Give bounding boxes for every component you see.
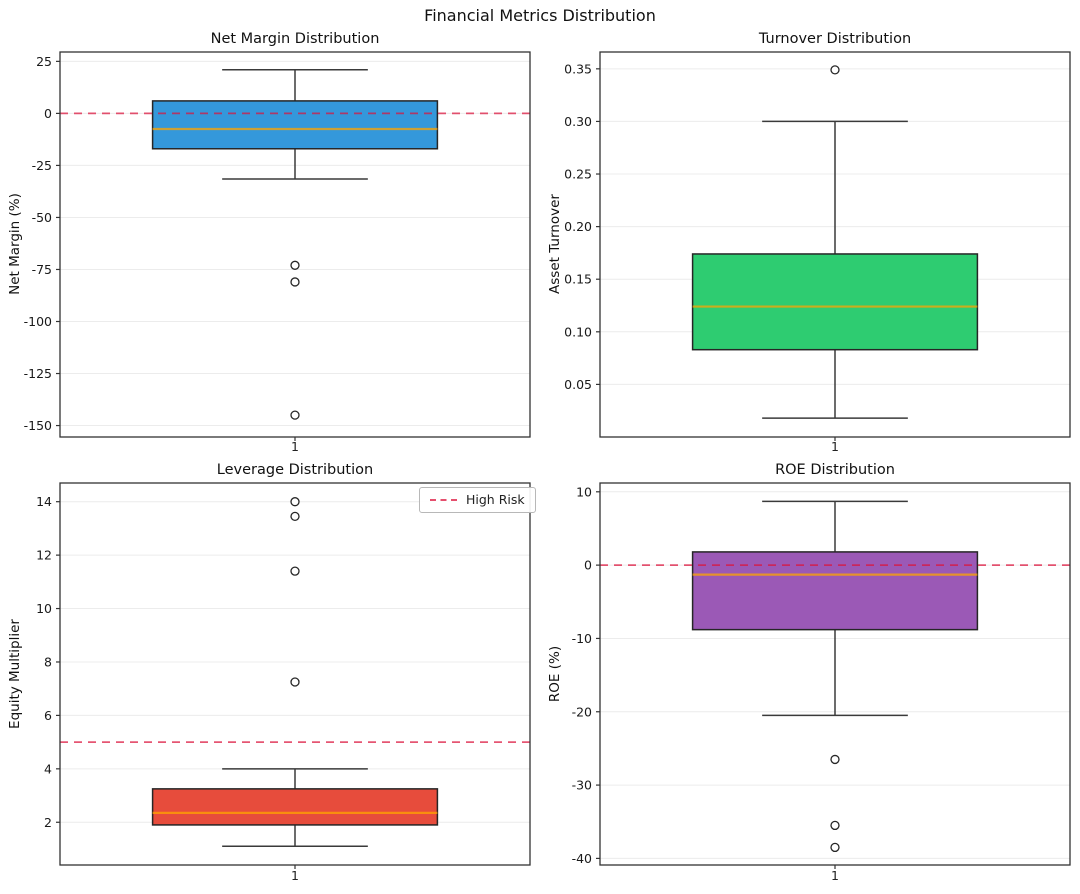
subplot-title-roe: ROE Distribution: [775, 462, 895, 478]
iqr-box: [151, 788, 439, 826]
subplot-leverage: 14 12 10 8 6 4 2 Leverage Distribution Equity …: [0, 447, 540, 894]
outlier-point: [290, 410, 300, 420]
y-tick-label: 0.25: [564, 167, 592, 182]
boxplot-svg: 10 0 -10 -20 -30 -40: [572, 482, 1071, 869]
boxplot-roe-canvas: 10 0 -10 -20 -30 -40: [540, 447, 1080, 894]
boxplot-turnover-canvas: 0.35 0.30 0.25 0.20 0.15 0.10 0.05: [540, 0, 1080, 447]
figure-title: Financial Metrics Distribution: [424, 6, 656, 25]
subplot-title-net-margin: Net Margin Distribution: [210, 31, 380, 47]
y-tick-label: 0.30: [564, 114, 592, 129]
boxplot-net-margin-canvas: 25 0 -25 -50 -75 -100 -125 -150: [0, 0, 540, 447]
y-tick-label: -40: [572, 851, 592, 866]
y-tick-label: 4: [44, 761, 52, 776]
iqr-box: [691, 253, 979, 351]
legend-label: High Risk: [466, 492, 525, 507]
dashed-line-legend-swatch: [430, 498, 457, 501]
y-tick-label: 0.15: [564, 272, 592, 287]
subplot-title-turnover: Turnover Distribution: [758, 31, 912, 47]
y-tick-label: 0: [584, 558, 592, 573]
y-tick-label: -25: [32, 158, 52, 173]
iqr-box: [151, 100, 439, 150]
y-tick-label: 0: [44, 106, 52, 121]
subplot-roe: 10 0 -10 -20 -30 -40 ROE Distribution ROE (%)…: [540, 447, 1080, 894]
outlier-point: [830, 754, 840, 765]
boxplot-leverage-canvas: 14 12 10 8 6 4 2: [0, 447, 540, 894]
outlier-point: [290, 497, 300, 507]
boxplot-svg: 25 0 -25 -50 -75 -100 -125 -150: [24, 51, 531, 441]
subplot-turnover: 0.35 0.30 0.25 0.20 0.15 0.10 0.05 Turnover Di…: [540, 0, 1080, 454]
y-tick-label: 6: [44, 708, 52, 723]
y-axis-label-leverage: Equity Multiplier: [7, 619, 23, 729]
y-tick-label: 0.20: [564, 219, 592, 234]
y-tick-label: 0.05: [564, 377, 592, 392]
y-tick-label: -30: [572, 778, 592, 793]
y-tick-label: -10: [572, 631, 592, 646]
subplot-title-leverage: Leverage Distribution: [216, 462, 374, 478]
outlier-point: [830, 65, 840, 75]
x-tick-label: 1: [831, 439, 839, 454]
x-tick-label: 1: [291, 439, 299, 454]
y-tick-label: -150: [24, 418, 52, 433]
x-tick-label: 1: [291, 868, 299, 883]
y-tick-label: 12: [36, 548, 52, 563]
boxplot-svg: 0.35 0.30 0.25 0.20 0.15 0.10 0.05: [564, 51, 1071, 441]
y-tick-label: -20: [572, 704, 592, 719]
y-tick-label: -100: [24, 314, 52, 329]
y-tick-label: 14: [36, 494, 52, 509]
boxplot-svg: 14 12 10 8 6 4 2: [36, 482, 531, 869]
outlier-point: [290, 677, 300, 687]
subplot-net-margin: 25 0 -25 -50 -75 -100 -125 -150 Net Margin Dist…: [0, 0, 540, 454]
y-tick-label: -125: [24, 366, 52, 381]
outlier-point: [290, 566, 300, 576]
y-tick-label: -75: [32, 262, 52, 277]
iqr-box: [691, 551, 979, 631]
y-tick-label: 0.10: [564, 324, 592, 339]
y-axis-label-turnover: Asset Turnover: [547, 194, 563, 294]
y-tick-label: 10: [36, 601, 52, 616]
y-tick-label: 8: [44, 654, 52, 669]
outlier-point: [290, 511, 300, 522]
outlier-point: [290, 260, 300, 270]
legend-high-risk: High Risk: [419, 487, 536, 513]
x-tick-label: 1: [831, 868, 839, 883]
y-tick-label: 2: [44, 815, 52, 830]
outlier-point: [830, 820, 840, 831]
y-tick-label: 10: [576, 484, 592, 499]
y-axis-label-net-margin: Net Margin (%): [7, 193, 23, 295]
outlier-point: [830, 842, 840, 853]
outlier-point: [290, 277, 300, 287]
y-tick-label: 0.35: [564, 61, 592, 76]
y-tick-label: 25: [36, 54, 52, 69]
y-tick-label: -50: [32, 210, 52, 225]
y-axis-label-roe: ROE (%): [547, 645, 563, 703]
